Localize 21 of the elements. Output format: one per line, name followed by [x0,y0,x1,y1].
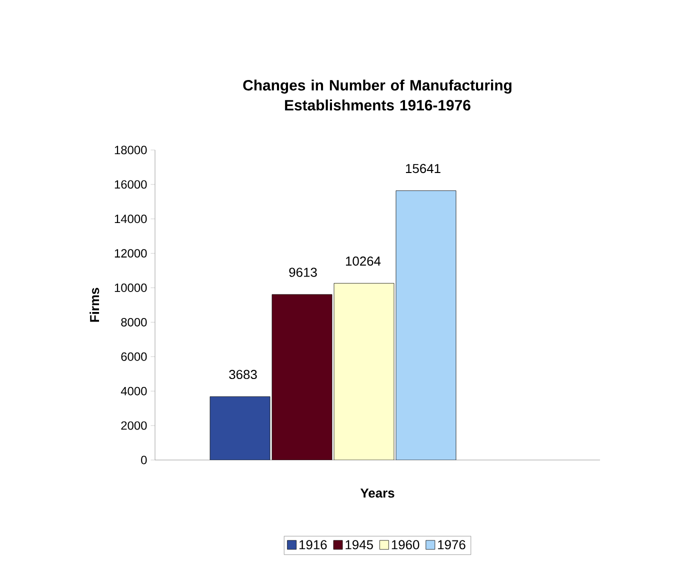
y-tick-label: 2000 [121,421,147,430]
y-tick-label: 12000 [114,249,147,258]
data-label: 15641 [406,164,440,174]
data-label: 9613 [289,268,317,277]
y-tick-label: 16000 [114,180,147,189]
y-tick-label: 4000 [120,386,147,396]
y-tick-label: 0 [141,456,147,464]
legend-label: 1960 [392,540,420,550]
y-tick-label: 6000 [121,352,147,361]
legend-label: 1945 [346,540,373,550]
y-axis-title: Firms [90,288,100,322]
y-tick-label: 18000 [114,146,147,154]
chart-title: Changes in Number of Manufacturing Establishments 1916-1976 [243,80,512,110]
y-tick-label: 14000 [114,214,147,224]
data-label: 3683 [229,370,257,380]
y-tick-label: 10000 [114,284,147,292]
legend-label: 1916 [299,540,327,550]
x-axis-title: Years [360,488,394,498]
y-tick-label: 8000 [121,318,147,326]
legend-label: 1976 [438,540,466,550]
data-label: 10264 [346,256,381,266]
